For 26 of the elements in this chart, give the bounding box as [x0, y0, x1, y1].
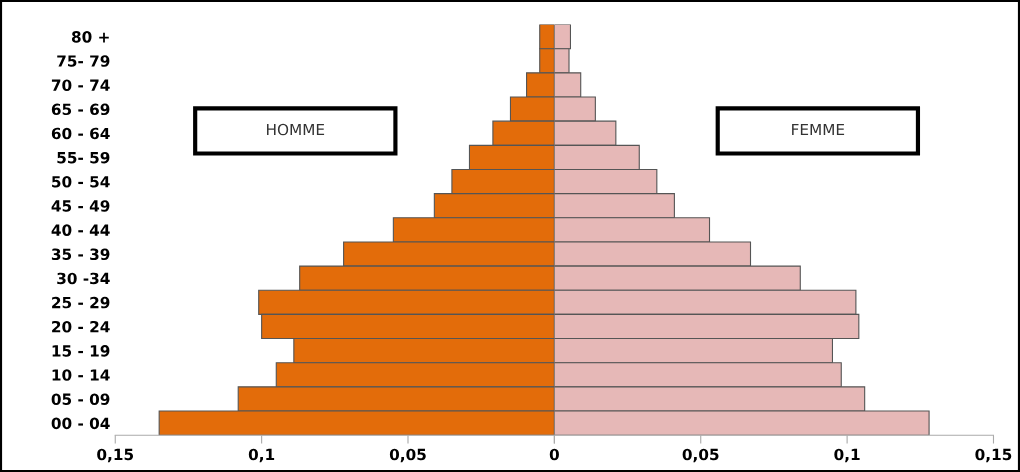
y-tick-label: 55- 59: [57, 151, 110, 164]
y-tick-label: 25 - 29: [52, 296, 110, 309]
y-tick-label: 40 - 44: [51, 224, 110, 236]
y-tick-label: 75- 79: [57, 55, 110, 67]
y-tick-label: 05 - 09: [51, 393, 110, 405]
text: FEMME: [792, 123, 845, 136]
x-tick-label: 0,1: [248, 448, 275, 463]
y-tick-label: 35 - 39: [51, 248, 110, 261]
x-tick-label: 0: [549, 448, 559, 461]
x-tick-label: 0,15: [97, 448, 134, 463]
y-tick-label: 70 - 74: [51, 79, 110, 91]
y-tick-label: 45 - 49: [51, 200, 110, 212]
y-tick-label: 60 - 64: [51, 127, 110, 140]
y-tick-label: 00 - 04: [51, 417, 110, 430]
y-tick-label: 80 +: [71, 31, 109, 43]
y-tick-label: 50 - 54: [52, 176, 110, 188]
x-tick-label: 0,1: [834, 448, 860, 463]
text: HOMME: [267, 123, 325, 136]
y-tick-label: 15 - 19: [52, 345, 110, 357]
y-tick-label: 10 - 14: [52, 369, 110, 381]
x-tick-label: 0,05: [682, 448, 719, 463]
x-tick-label: 0,15: [975, 448, 1012, 463]
y-tick-label: 30 -34: [57, 272, 110, 285]
y-tick-label: 65 - 69: [51, 103, 110, 116]
x-tick-label: 0,05: [389, 448, 426, 463]
y-tick-label: 20 - 24: [52, 320, 110, 333]
